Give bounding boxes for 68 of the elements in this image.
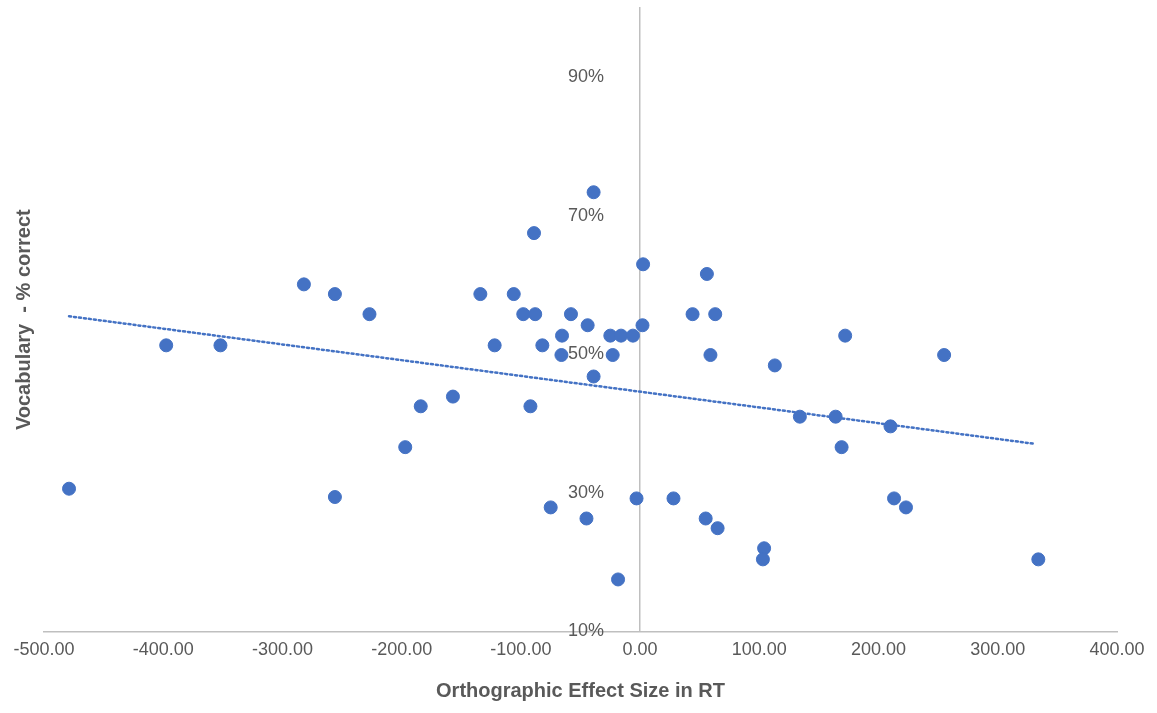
x-tick-label: -400.00 xyxy=(132,639,194,660)
point xyxy=(413,399,428,414)
point xyxy=(362,307,377,322)
point xyxy=(767,358,782,373)
point xyxy=(605,348,620,363)
point xyxy=(523,399,538,414)
point xyxy=(834,440,849,455)
point xyxy=(614,328,629,343)
point xyxy=(579,511,594,526)
point xyxy=(555,328,570,343)
point xyxy=(580,318,595,333)
point xyxy=(937,348,952,363)
point xyxy=(296,277,311,292)
y-tick-label: 70% xyxy=(568,204,605,225)
y-tick-label: 10% xyxy=(568,620,605,641)
y-tick-label: 50% xyxy=(568,343,605,364)
y-tick-label: 30% xyxy=(568,481,605,502)
point xyxy=(708,307,723,322)
point xyxy=(213,338,228,353)
point xyxy=(699,266,714,281)
point xyxy=(883,419,898,434)
point xyxy=(1031,552,1046,567)
x-tick-label: -300.00 xyxy=(251,639,313,660)
point xyxy=(636,257,651,272)
x-tick-label: 400.00 xyxy=(1089,639,1145,660)
point xyxy=(828,409,843,424)
point xyxy=(586,185,601,200)
point xyxy=(62,481,77,496)
point xyxy=(666,491,681,506)
x-tick-label: 0.00 xyxy=(622,639,658,660)
point xyxy=(635,318,650,333)
point xyxy=(586,369,601,384)
x-axis-title: Orthographic Effect Size in RT xyxy=(436,678,725,701)
point xyxy=(159,338,174,353)
point xyxy=(554,348,569,363)
point xyxy=(506,287,521,302)
point xyxy=(887,491,902,506)
point xyxy=(535,338,550,353)
point xyxy=(327,490,342,505)
point xyxy=(563,307,578,322)
y-axis-title: Vocabulary - % correct xyxy=(11,208,34,431)
point xyxy=(528,307,543,322)
point xyxy=(838,328,853,343)
point xyxy=(398,440,413,455)
point xyxy=(625,328,640,343)
point xyxy=(445,389,460,404)
y-tick-label: 90% xyxy=(568,66,605,87)
point xyxy=(710,521,725,536)
x-tick-label: 200.00 xyxy=(851,639,907,660)
x-tick-label: -100.00 xyxy=(490,639,552,660)
point xyxy=(703,348,718,363)
point xyxy=(611,572,626,587)
x-tick-label: 300.00 xyxy=(970,639,1026,660)
point xyxy=(527,226,541,241)
x-tick-label: -200.00 xyxy=(371,639,433,660)
point xyxy=(629,491,644,506)
x-tick-label: 100.00 xyxy=(731,639,787,660)
point xyxy=(685,307,700,322)
point xyxy=(543,500,558,515)
point xyxy=(698,511,713,526)
point xyxy=(473,287,488,302)
point xyxy=(487,338,502,353)
point xyxy=(516,307,531,322)
x-tick-label: -500.00 xyxy=(13,639,75,660)
point xyxy=(327,287,342,302)
point xyxy=(898,500,913,515)
point xyxy=(792,409,807,424)
point xyxy=(755,552,770,567)
